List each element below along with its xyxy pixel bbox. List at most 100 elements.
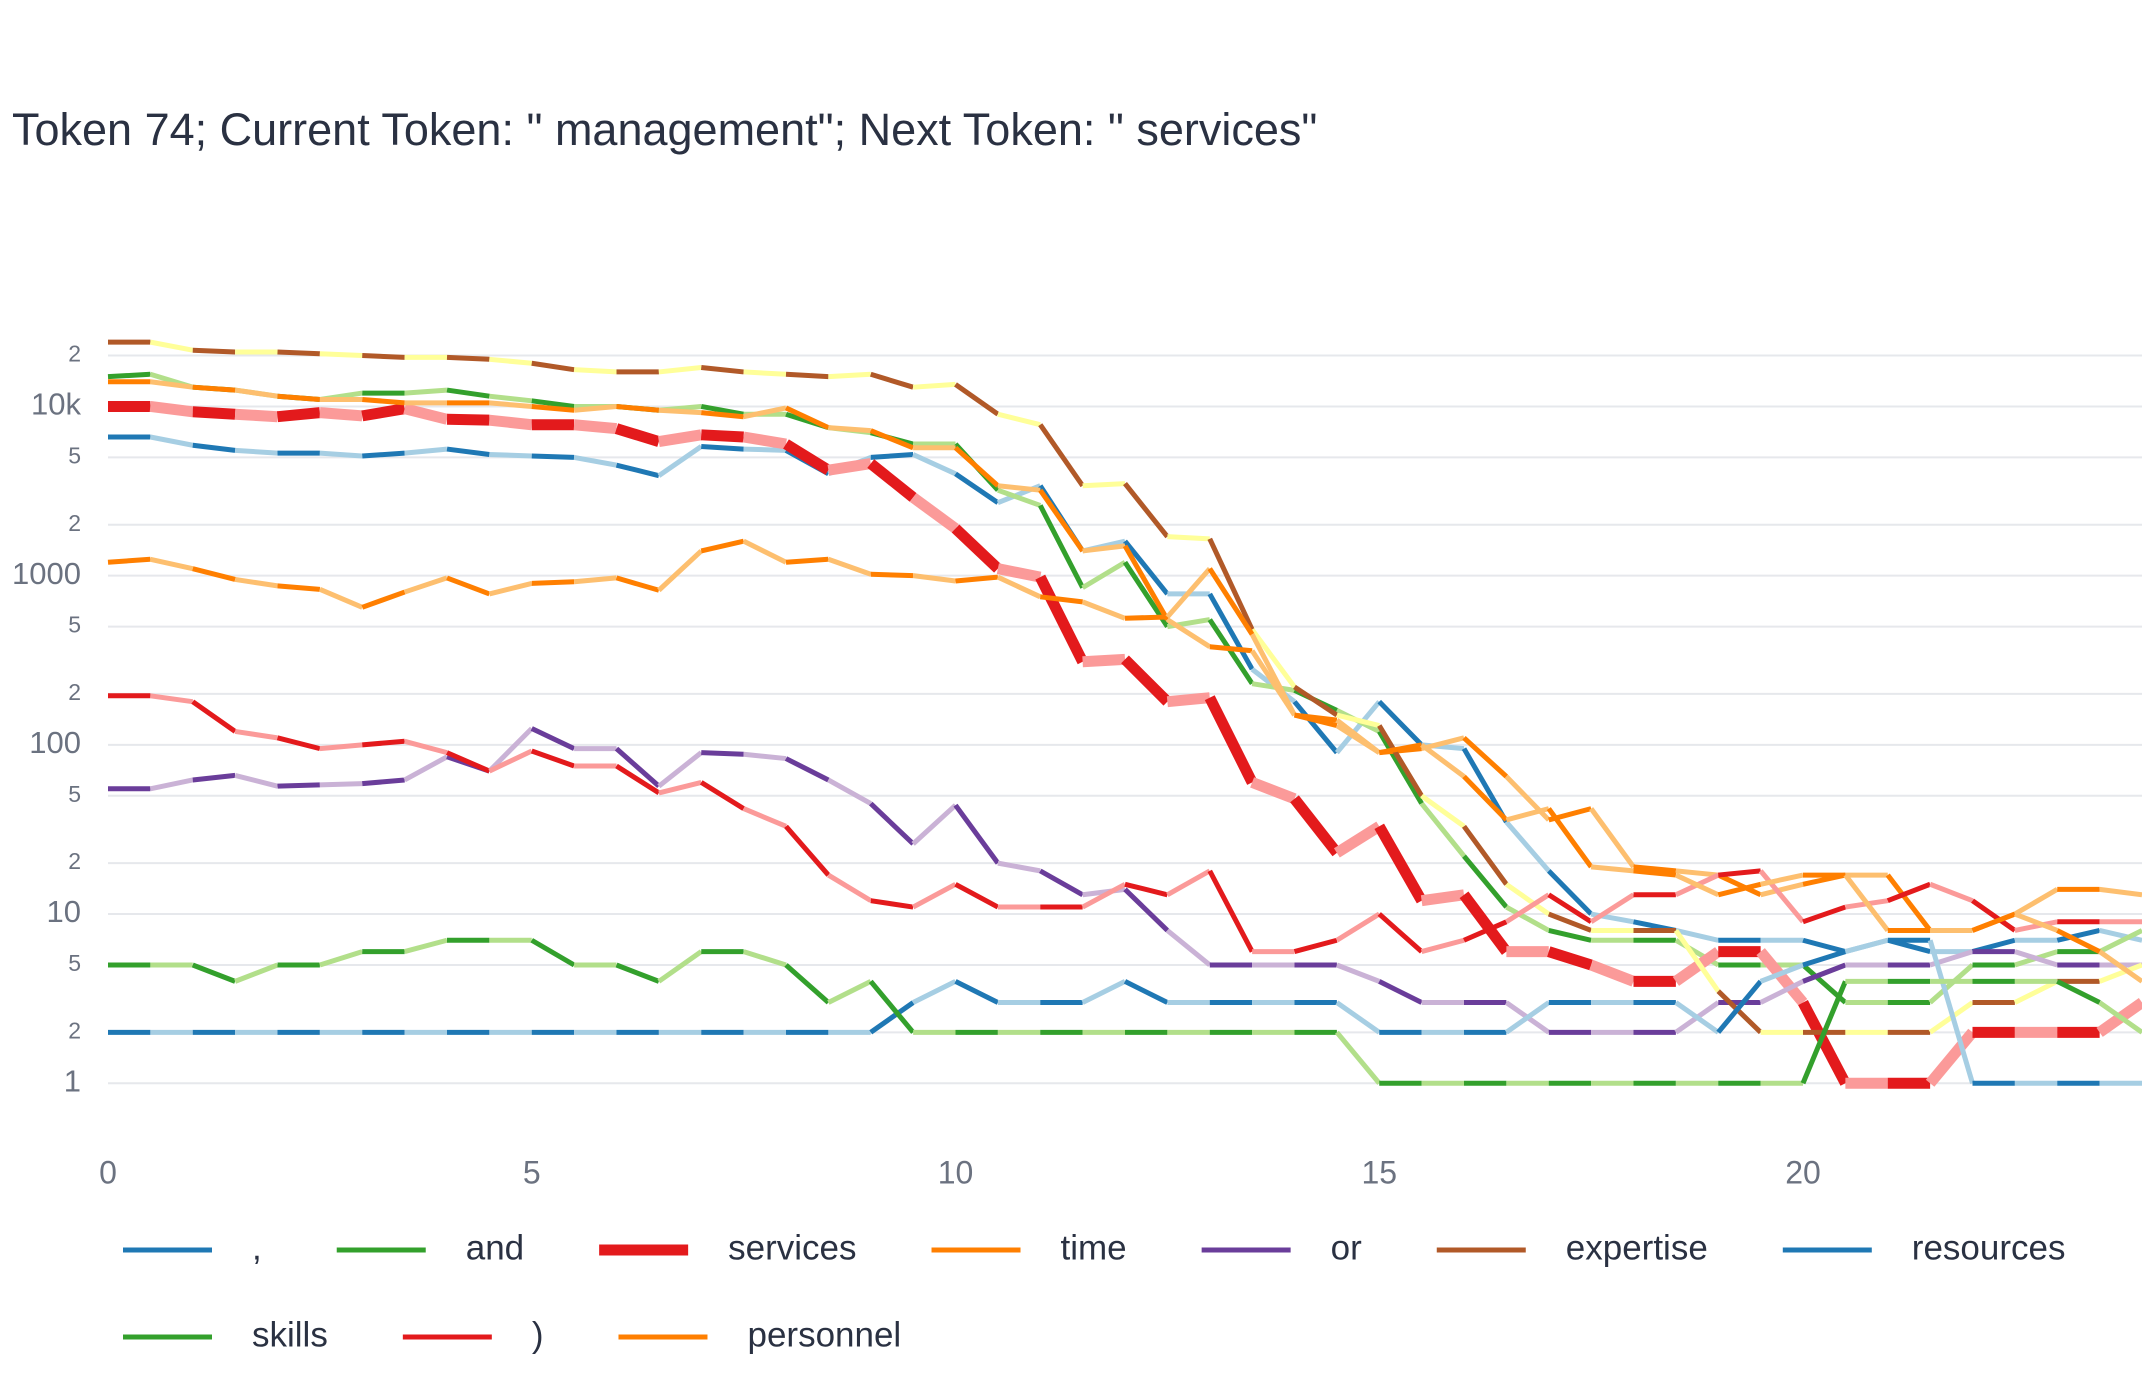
line-segment [869, 428, 915, 451]
legend-item: personnel [618, 1315, 901, 1354]
line-segment [1293, 937, 1338, 955]
line-segment [150, 379, 194, 390]
line-segment [573, 403, 617, 413]
y-tick-label: 10k [31, 387, 81, 422]
line-segment [1590, 864, 1634, 874]
line-segment [192, 566, 236, 582]
line-segment [1166, 617, 1212, 649]
line-segment [1377, 724, 1424, 798]
line-segment [909, 492, 959, 533]
line-segment [192, 347, 236, 355]
line-segment [870, 898, 914, 910]
line-segment [1673, 929, 1721, 993]
line-segment [955, 574, 999, 584]
line-segment [742, 949, 787, 968]
line-segment [700, 538, 745, 554]
line-segment [531, 360, 575, 373]
line-segment [1038, 488, 1085, 553]
line-segment [743, 405, 787, 420]
line-segment [1420, 793, 1466, 829]
line-segment [1121, 655, 1172, 706]
line-segment [870, 571, 914, 579]
line-segment [1378, 979, 1423, 1005]
line-segment [742, 431, 787, 450]
line-segment [743, 751, 787, 762]
line-segment [234, 387, 278, 399]
legend-item: and [336, 1228, 524, 1267]
line-segment [531, 398, 575, 409]
line-segment [911, 882, 957, 910]
line-segment [1504, 882, 1551, 917]
line-segment [614, 746, 661, 789]
line-segment [1844, 937, 1889, 955]
line-segment [1039, 868, 1084, 897]
line-segment [1462, 774, 1509, 822]
line-segment [2013, 911, 2059, 933]
line-segment [828, 425, 871, 434]
legend-item: ) [402, 1315, 543, 1354]
line-segment [2098, 962, 2142, 984]
line-segment [276, 735, 321, 752]
line-segment [446, 413, 490, 426]
y-tick-label: 2 [68, 1017, 81, 1043]
line-segment [319, 407, 363, 422]
x-tick-label: 10 [938, 1154, 974, 1190]
line-segment [954, 979, 999, 1005]
line-segment [784, 756, 830, 783]
line-segment [446, 446, 490, 458]
legend: , and services time or expertise resources skil… [123, 1228, 2065, 1354]
line-segment [573, 419, 618, 435]
line-segment [446, 354, 490, 362]
line-segment [699, 780, 745, 811]
line-segment [870, 452, 914, 460]
y-tick-label: 5 [68, 781, 81, 807]
line-segment [912, 381, 956, 390]
line-segment [319, 781, 363, 788]
line-segment [827, 458, 872, 476]
y-tick-label: 2 [68, 848, 81, 874]
line-segment [1800, 980, 1848, 1085]
line-segment [1039, 594, 1083, 605]
line-segment [1290, 795, 1342, 857]
line-segment [1548, 928, 1592, 943]
line-segment [1207, 618, 1255, 686]
line-segment [1420, 937, 1465, 955]
line-segment [1759, 979, 1805, 1005]
x-tick-label: 20 [1785, 1154, 1821, 1190]
line-segment [1167, 534, 1210, 542]
line-segment [954, 471, 1000, 505]
line-segment [701, 444, 744, 452]
line-segment [573, 367, 617, 375]
line-segment [1420, 889, 1465, 907]
line-segment [362, 777, 405, 787]
line-segment [149, 434, 194, 448]
line-segment [700, 429, 744, 443]
line-segment [1459, 891, 1511, 955]
line-segment [1081, 599, 1126, 621]
line-segment [1546, 807, 1594, 869]
line-segment [1633, 868, 1677, 878]
line-segment [1802, 904, 1847, 925]
line-segment [403, 754, 449, 783]
y-tick-label: 1000 [12, 556, 81, 591]
line-segment [403, 575, 448, 595]
line-segment [784, 963, 831, 1005]
line-segment [192, 406, 236, 420]
line-segment [911, 803, 958, 846]
legend-label: skills [252, 1315, 328, 1354]
line-segment [1122, 544, 1170, 621]
line-segment [488, 580, 533, 597]
line-segment [149, 339, 194, 353]
y-tick-label: 1 [64, 1063, 81, 1098]
line-segment [783, 439, 832, 475]
line-segment [997, 487, 1042, 508]
line-segment [1927, 939, 1975, 1084]
line-segment [1082, 653, 1126, 668]
line-segment [1207, 592, 1255, 671]
line-segment [573, 454, 617, 468]
line-segment [1760, 872, 1804, 887]
line-segment [785, 371, 829, 380]
line-segment [658, 779, 702, 796]
line-segment [657, 949, 703, 984]
plot-lines [107, 339, 2142, 1089]
